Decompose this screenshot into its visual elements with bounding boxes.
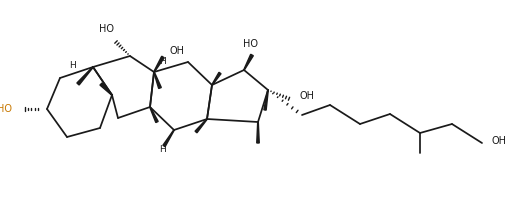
Text: H: H bbox=[159, 57, 166, 67]
Polygon shape bbox=[163, 130, 174, 147]
Polygon shape bbox=[77, 67, 93, 85]
Polygon shape bbox=[150, 107, 158, 123]
Text: H: H bbox=[159, 145, 166, 154]
Text: OH: OH bbox=[170, 46, 185, 56]
Text: HO: HO bbox=[0, 104, 12, 114]
Text: OH: OH bbox=[300, 91, 315, 101]
Polygon shape bbox=[244, 54, 254, 70]
Text: OH: OH bbox=[491, 136, 506, 146]
Polygon shape bbox=[154, 56, 164, 72]
Polygon shape bbox=[264, 90, 268, 110]
Polygon shape bbox=[100, 83, 112, 95]
Text: HO: HO bbox=[244, 39, 258, 49]
Polygon shape bbox=[154, 72, 161, 88]
Polygon shape bbox=[195, 119, 207, 133]
Text: H: H bbox=[69, 61, 76, 69]
Text: HO: HO bbox=[99, 24, 115, 34]
Polygon shape bbox=[257, 122, 259, 143]
Polygon shape bbox=[212, 72, 221, 85]
